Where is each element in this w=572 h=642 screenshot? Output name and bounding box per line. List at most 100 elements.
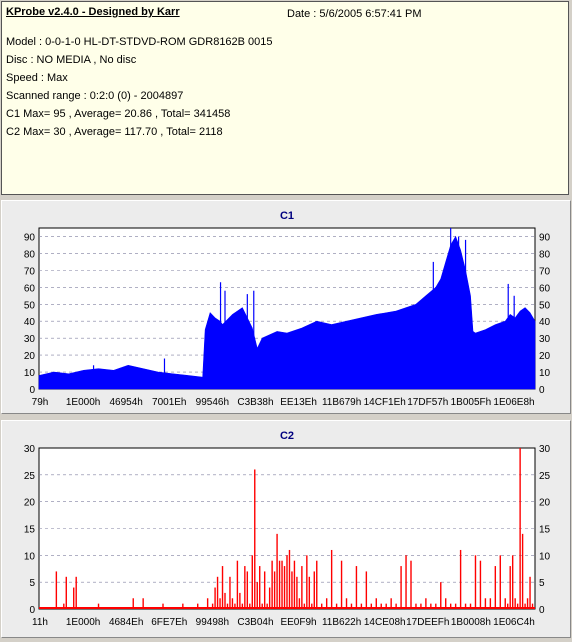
scan-date: Date : 5/6/2005 6:57:41 PM [287,8,422,20]
c2-bar [435,603,437,609]
c1-chart: C1 0 0 10 10 20 20 30 30 40 40 50 50 60 60 70 70 80 80 90 90… [24,210,551,408]
c1-xtick: 14CF1Eh [364,397,406,408]
c2-ytick-left: 10 [24,551,36,562]
c1-xtick: 79h [32,397,49,408]
c2-ytick-right: 0 [539,605,545,616]
c2-bar [375,598,377,609]
c2-ytick-right: 15 [539,525,551,536]
c1-xtick: C3B38h [237,397,273,408]
c2-ytick-left: 0 [29,605,35,616]
c2-bar [410,560,412,609]
c2-bar [278,560,281,609]
model-line: Model : 0-0-1-0 HL-DT-STDVD-ROM GDR8162B… [6,36,273,48]
c2-ytick-left: 25 [24,471,36,482]
c1-ytick-right: 90 [539,232,551,243]
c2-bar [261,603,263,609]
c2-bar [313,571,315,609]
c2-xtick: 6FE7Eh [151,617,187,628]
c2-bar [206,598,209,609]
c2-bar [221,566,224,609]
c2-bar [293,560,296,609]
c2-bar [308,576,311,609]
c2-bar [214,587,216,609]
c2-ytick-left: 30 [24,444,36,455]
c2-bar [385,603,387,609]
c2-bar [516,603,519,609]
c2-bar [231,598,234,609]
c2-ytick-right: 20 [539,498,551,509]
c1-ytick-left: 90 [24,232,36,243]
c2-bar [63,603,65,609]
c2-ytick-right: 30 [539,444,551,455]
c2-ytick-left: 20 [24,498,36,509]
c2-bar [340,560,343,609]
c2-xtick: 11B622h [322,617,361,628]
c1-title: C1 [280,210,294,222]
c2-bar [509,566,511,609]
c2-bar [283,566,286,609]
c2-bar [524,603,526,609]
c2-bar [216,576,219,609]
c2-bar [350,603,353,609]
c1-ytick-right: 20 [539,351,551,362]
c2-bar [298,598,301,609]
c2-bar [266,603,268,609]
c1-ytick-right: 50 [539,300,551,311]
c1-ytick-left: 40 [24,317,36,328]
c2-bar [229,576,231,609]
c2-bar [271,560,273,609]
c2-bar [224,592,226,609]
c2-bar [355,566,358,609]
c2-bar [335,603,338,609]
c2-bar [162,603,164,609]
c2-bar [484,598,487,609]
speed-line: Speed : Max [6,72,68,84]
c2-bar [499,555,501,609]
c2-bar [521,533,524,609]
c2-bar [405,555,407,609]
c1-xtick: 11B679h [322,397,361,408]
c2-bar [321,603,323,609]
c2-bar [325,598,328,609]
c2-bar [55,571,58,609]
c2-xtick: 1E000h [66,617,100,628]
c2-bar [182,603,184,609]
c2-bar [241,603,244,609]
c2-bar [459,549,462,609]
c2-bar [142,598,144,609]
c2-bar [519,448,521,609]
c2-bar [474,555,477,609]
c2-bar [281,560,283,609]
c2-bar [454,603,457,609]
c2-bar [301,566,303,609]
disc-line: Disc : NO MEDIA , No disc [6,54,137,66]
c2-bar [445,598,447,609]
c2-xtick: 4684Eh [109,617,143,628]
c1-ytick-right: 30 [539,334,551,345]
c2-bar [316,560,318,609]
c1-xtick: 1E000h [66,397,100,408]
c2-bar [97,603,100,609]
c1-ytick-left: 80 [24,249,36,260]
c2-bar [345,598,348,609]
c2-chart: C2 0 0 5 5 10 10 15 15 20 20 25 25 30 30 11h 1E000h 4684E… [24,430,551,628]
c2-bar [211,603,214,609]
c2-bar [479,560,482,609]
c2-ytick-right: 5 [539,578,545,589]
c2-xtick: 14CE08h [364,617,406,628]
c2-bar [415,603,417,609]
c2-ytick-right: 25 [539,471,551,482]
c1-ytick-right: 10 [539,368,551,379]
c2-bar [449,603,452,609]
c2-bar [489,598,492,609]
c1-xtick: 1E06E8h [493,397,534,408]
c1-ytick-right: 40 [539,317,551,328]
c2-bar [197,603,199,609]
c2-chart-panel: C2 0 0 5 5 10 10 15 15 20 20 25 25 30 30 11h 1E000h 4684E… [1,420,571,638]
c2-bar [259,566,261,609]
c2-bar [239,592,241,609]
c2-bar [65,576,67,609]
c1-ytick-right: 70 [539,266,551,277]
c1-chart-panel: C1 0 0 10 10 20 20 30 30 40 40 50 50 60 60 70 70 80 80 90 90… [1,200,571,414]
c2-bar [425,598,427,609]
